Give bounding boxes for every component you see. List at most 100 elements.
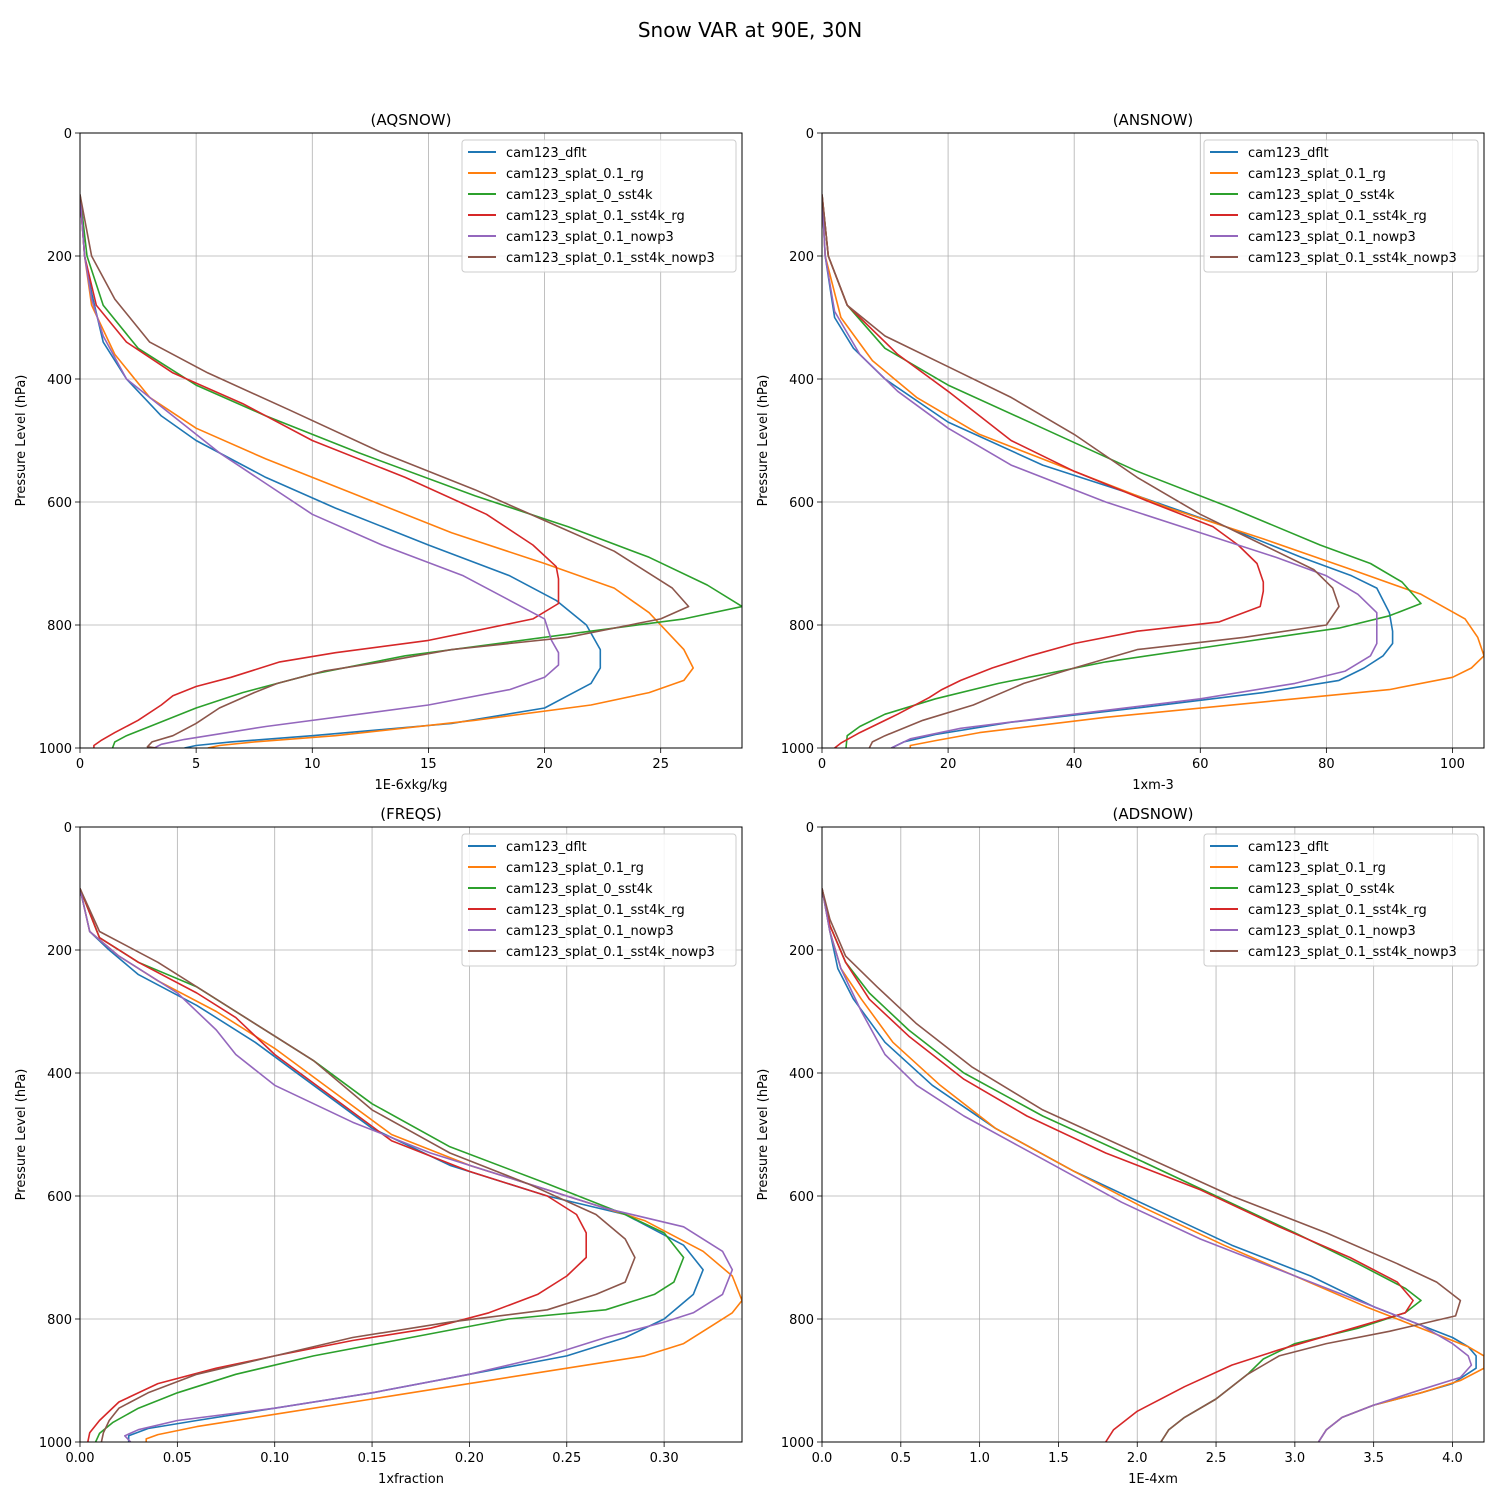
x-tick-label: 25 bbox=[652, 757, 669, 772]
series-line bbox=[80, 194, 560, 748]
y-tick-label: 1000 bbox=[39, 1436, 72, 1451]
x-axis-label: 1E-4xm bbox=[1128, 1472, 1178, 1487]
x-tick-label: 15 bbox=[420, 757, 437, 772]
series-line bbox=[80, 194, 560, 748]
x-tick-label: 0 bbox=[76, 757, 84, 772]
legend-label: cam123_splat_0_sst4k bbox=[1248, 882, 1395, 897]
legend-box bbox=[461, 139, 737, 273]
legend-box bbox=[461, 833, 737, 967]
x-axis-label: 1xm-3 bbox=[1132, 778, 1174, 793]
legend-label: cam123_splat_0.1_rg bbox=[506, 861, 644, 876]
y-tick-label: 600 bbox=[789, 1190, 814, 1205]
x-tick-label: 0.15 bbox=[358, 1451, 387, 1466]
y-axis-label: Pressure Level (hPa) bbox=[756, 375, 771, 507]
legend-label: cam123_splat_0.1_sst4k_nowp3 bbox=[506, 945, 715, 960]
legend-label: cam123_splat_0.1_nowp3 bbox=[1248, 230, 1416, 245]
series-line bbox=[822, 194, 1378, 748]
legend-label: cam123_dflt bbox=[506, 146, 587, 161]
y-axis-label: Pressure Level (hPa) bbox=[14, 1069, 29, 1201]
chart-panel: 0 5 10 15 20 25 0 200 400 600 800 1000 (AQSNOW) 1E-6x… bbox=[14, 111, 743, 793]
x-tick-label: 80 bbox=[1318, 757, 1335, 772]
series-line bbox=[80, 888, 636, 1442]
x-tick-label: 2.5 bbox=[1206, 1451, 1227, 1466]
y-tick-label: 400 bbox=[789, 1067, 814, 1082]
series-line bbox=[822, 194, 1340, 748]
y-tick-label: 1000 bbox=[39, 742, 72, 757]
panel-title: (AQSNOW) bbox=[371, 111, 452, 129]
x-tick-label: 100 bbox=[1440, 757, 1465, 772]
series-line bbox=[822, 888, 1473, 1442]
legend: cam123_dflt cam123_splat_0.1_rg cam123_spl… bbox=[1203, 833, 1479, 967]
legend: cam123_dflt cam123_splat_0.1_rg cam123_spl… bbox=[461, 139, 737, 273]
series-line bbox=[80, 194, 690, 748]
x-tick-label: 0 bbox=[818, 757, 826, 772]
y-tick-label: 800 bbox=[47, 619, 72, 634]
x-tick-label: 0.20 bbox=[455, 1451, 484, 1466]
axes-frame bbox=[79, 826, 743, 1443]
series-line bbox=[80, 888, 742, 1442]
legend-label: cam123_splat_0.1_sst4k_rg bbox=[506, 903, 685, 918]
y-tick-label: 400 bbox=[789, 373, 814, 388]
y-tick-label: 800 bbox=[789, 619, 814, 634]
axes-frame bbox=[79, 132, 743, 749]
panel-title: (FREQS) bbox=[380, 805, 442, 823]
legend-box bbox=[1203, 139, 1479, 273]
series-line bbox=[822, 194, 1265, 748]
x-axis-label: 1E-6xkg/kg bbox=[374, 778, 447, 793]
legend-label: cam123_splat_0.1_rg bbox=[1248, 861, 1386, 876]
x-tick-label: 60 bbox=[1192, 757, 1209, 772]
legend-box bbox=[1203, 833, 1479, 967]
legend-label: cam123_dflt bbox=[1248, 840, 1329, 855]
y-tick-label: 600 bbox=[47, 1190, 72, 1205]
series-line bbox=[822, 888, 1414, 1442]
legend-label: cam123_splat_0_sst4k bbox=[1248, 188, 1395, 203]
y-axis-label: Pressure Level (hPa) bbox=[756, 1069, 771, 1201]
series-line bbox=[822, 888, 1462, 1442]
x-tick-label: 0.30 bbox=[650, 1451, 679, 1466]
chart-panel: 0.0 0.5 1.0 1.5 2.0 2.5 3.0 3.5 4.0 0 200 400 600 800… bbox=[756, 805, 1485, 1487]
series-line bbox=[80, 194, 694, 748]
y-tick-label: 200 bbox=[789, 250, 814, 265]
axes-frame bbox=[821, 132, 1485, 749]
y-tick-label: 0 bbox=[64, 127, 72, 142]
series-line bbox=[822, 194, 1422, 748]
series-line bbox=[822, 194, 1484, 748]
legend-label: cam123_splat_0.1_sst4k_rg bbox=[1248, 903, 1427, 918]
legend-label: cam123_splat_0.1_sst4k_rg bbox=[1248, 209, 1427, 224]
y-tick-label: 200 bbox=[789, 944, 814, 959]
y-tick-label: 600 bbox=[47, 496, 72, 511]
legend-label: cam123_dflt bbox=[506, 840, 587, 855]
x-tick-label: 10 bbox=[304, 757, 321, 772]
y-tick-label: 1000 bbox=[781, 742, 814, 757]
legend-label: cam123_splat_0.1_nowp3 bbox=[506, 230, 674, 245]
series-line bbox=[80, 888, 734, 1442]
x-tick-label: 20 bbox=[940, 757, 957, 772]
x-tick-label: 2.0 bbox=[1127, 1451, 1148, 1466]
x-tick-label: 0.5 bbox=[890, 1451, 911, 1466]
x-tick-label: 0.25 bbox=[552, 1451, 581, 1466]
y-tick-label: 800 bbox=[47, 1313, 72, 1328]
y-axis-label: Pressure Level (hPa) bbox=[14, 375, 29, 507]
legend-label: cam123_splat_0_sst4k bbox=[506, 188, 653, 203]
y-tick-label: 1000 bbox=[781, 1436, 814, 1451]
panels: 0 5 10 15 20 2502004006008001000(AQSNOW)1E-6x… bbox=[14, 111, 1485, 1487]
panel-title: (ADSNOW) bbox=[1113, 805, 1194, 823]
series-line bbox=[822, 888, 1484, 1442]
y-tick-label: 0 bbox=[64, 821, 72, 836]
x-tick-label: 5 bbox=[192, 757, 200, 772]
y-tick-label: 200 bbox=[47, 944, 72, 959]
panel-title: (ANSNOW) bbox=[1113, 111, 1194, 129]
x-tick-label: 0.10 bbox=[260, 1451, 289, 1466]
legend: cam123_dflt cam123_splat_0.1_rg cam123_spl… bbox=[1203, 139, 1479, 273]
y-tick-label: 600 bbox=[789, 496, 814, 511]
legend-label: cam123_splat_0.1_sst4k_rg bbox=[506, 209, 685, 224]
chart-panel: 0.00 0.05 0.10 0.15 0.20 0.25 0.30 0 200 400 600 80… bbox=[14, 805, 743, 1487]
y-tick-label: 800 bbox=[789, 1313, 814, 1328]
axes-frame bbox=[821, 826, 1485, 1443]
x-tick-label: 0.00 bbox=[66, 1451, 95, 1466]
x-tick-label: 1.5 bbox=[1048, 1451, 1069, 1466]
y-tick-label: 0 bbox=[806, 127, 814, 142]
legend-label: cam123_splat_0.1_sst4k_nowp3 bbox=[506, 251, 715, 266]
legend: cam123_dflt cam123_splat_0.1_rg cam123_spl… bbox=[461, 833, 737, 967]
